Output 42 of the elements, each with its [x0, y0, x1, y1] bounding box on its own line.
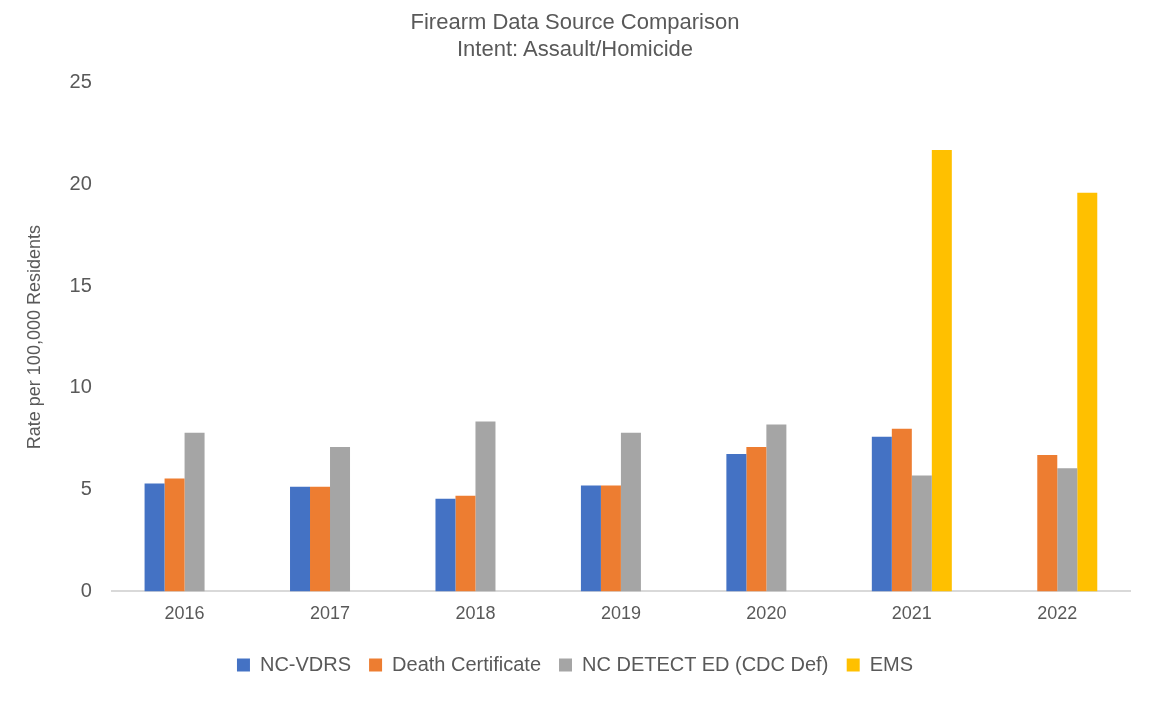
bar	[164, 478, 185, 592]
x-tick-label: 2016	[164, 603, 205, 624]
bar	[290, 486, 311, 592]
y-tick-label: 20	[69, 172, 92, 195]
bar	[310, 486, 331, 592]
bar	[746, 446, 767, 592]
y-tick-label: 25	[69, 70, 92, 93]
y-axis-title: Rate per 100,000 Residents	[23, 225, 44, 450]
y-tick-label: 15	[69, 273, 92, 296]
y-tick-label: 10	[69, 375, 92, 398]
legend-label: EMS	[869, 652, 914, 675]
bar	[580, 485, 601, 592]
bar	[891, 428, 912, 592]
x-tick-label: 2019	[600, 603, 641, 624]
x-tick-label: 2020	[746, 603, 787, 624]
text: Firearm Data Source Comparison	[410, 9, 740, 35]
bar	[1077, 192, 1098, 592]
x-tick-label: 2018	[455, 603, 496, 624]
x-tick-label: 2022	[1037, 603, 1078, 624]
text: Intent: Assault/Homicide	[456, 35, 694, 61]
bar	[184, 432, 205, 592]
bar	[871, 436, 892, 592]
bar	[600, 485, 621, 592]
x-tick-label: 2017	[310, 603, 351, 624]
bar	[726, 454, 747, 592]
legend-label: NC DETECT ED (CDC Def)	[582, 652, 829, 675]
bar	[1057, 468, 1078, 592]
bar	[435, 498, 456, 592]
bar	[330, 446, 351, 592]
x-tick-label: 2021	[891, 603, 932, 624]
bar	[1037, 455, 1058, 592]
bar	[475, 421, 496, 592]
bar	[144, 483, 165, 592]
legend-label: Death Certificate	[392, 652, 542, 675]
bar	[911, 475, 932, 592]
bar	[455, 495, 476, 592]
bar	[766, 424, 787, 592]
y-tick-label: 5	[80, 477, 92, 500]
legend-label: NC-VDRS	[259, 652, 352, 675]
bar	[931, 149, 952, 592]
y-tick-label: 0	[80, 578, 92, 601]
bar	[620, 432, 641, 592]
